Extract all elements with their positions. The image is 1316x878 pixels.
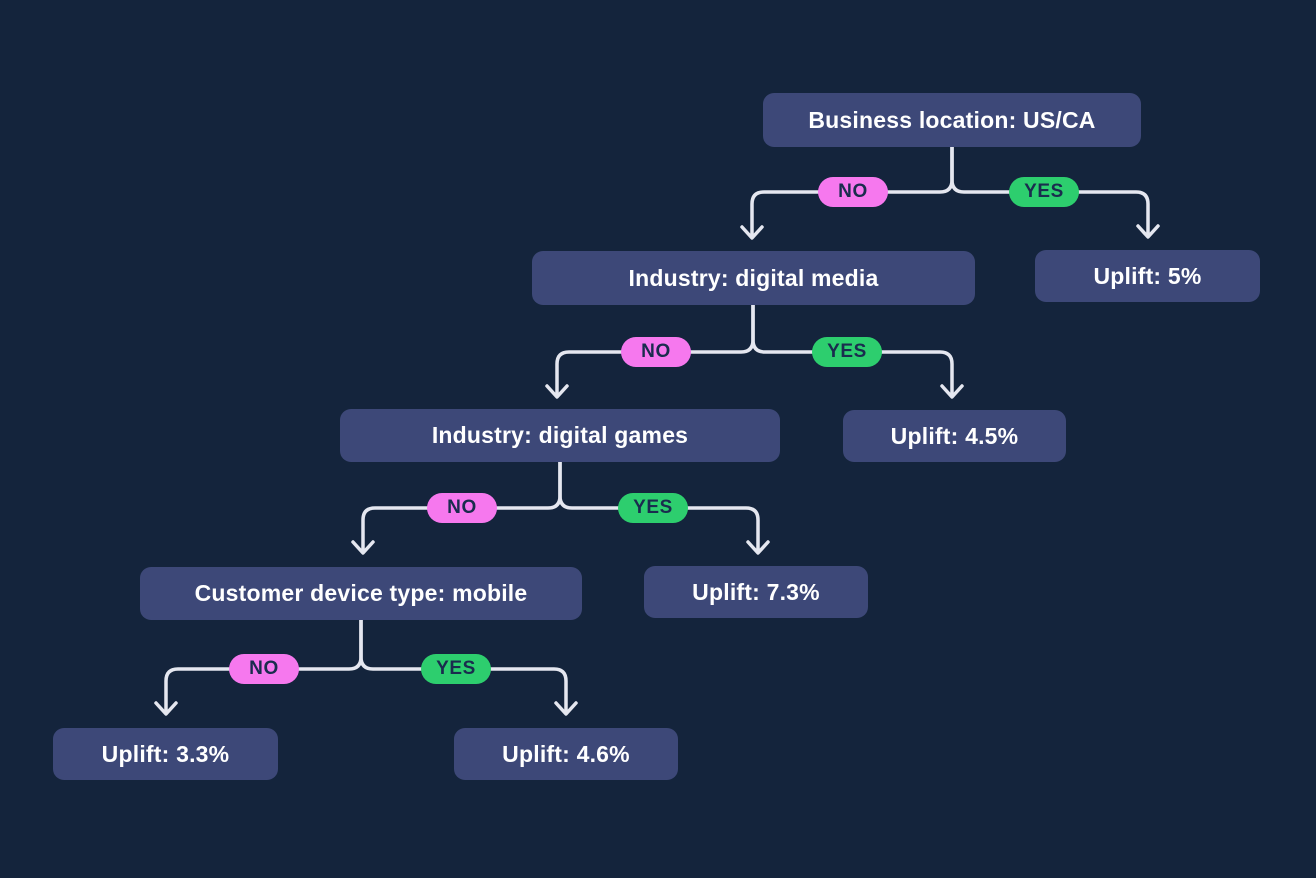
node-industry-digital-media: Industry: digital media [532,251,975,305]
badge-yes-level-3: YES [618,493,688,523]
leaf-uplift-4-5: Uplift: 4.5% [843,410,1066,462]
badge-no-level-2: NO [621,337,691,367]
badge-no-level-4: NO [229,654,299,684]
badge-yes-level-4: YES [421,654,491,684]
node-business-location: Business location: US/CA [763,93,1141,147]
badge-yes-level-1: YES [1009,177,1079,207]
node-customer-device-type: Customer device type: mobile [140,567,582,620]
node-industry-digital-games: Industry: digital games [340,409,780,462]
badge-no-level-1: NO [818,177,888,207]
badge-yes-level-2: YES [812,337,882,367]
leaf-uplift-7-3: Uplift: 7.3% [644,566,868,618]
leaf-uplift-5: Uplift: 5% [1035,250,1260,302]
leaf-uplift-3-3: Uplift: 3.3% [53,728,278,780]
badge-no-level-3: NO [427,493,497,523]
leaf-uplift-4-6: Uplift: 4.6% [454,728,678,780]
